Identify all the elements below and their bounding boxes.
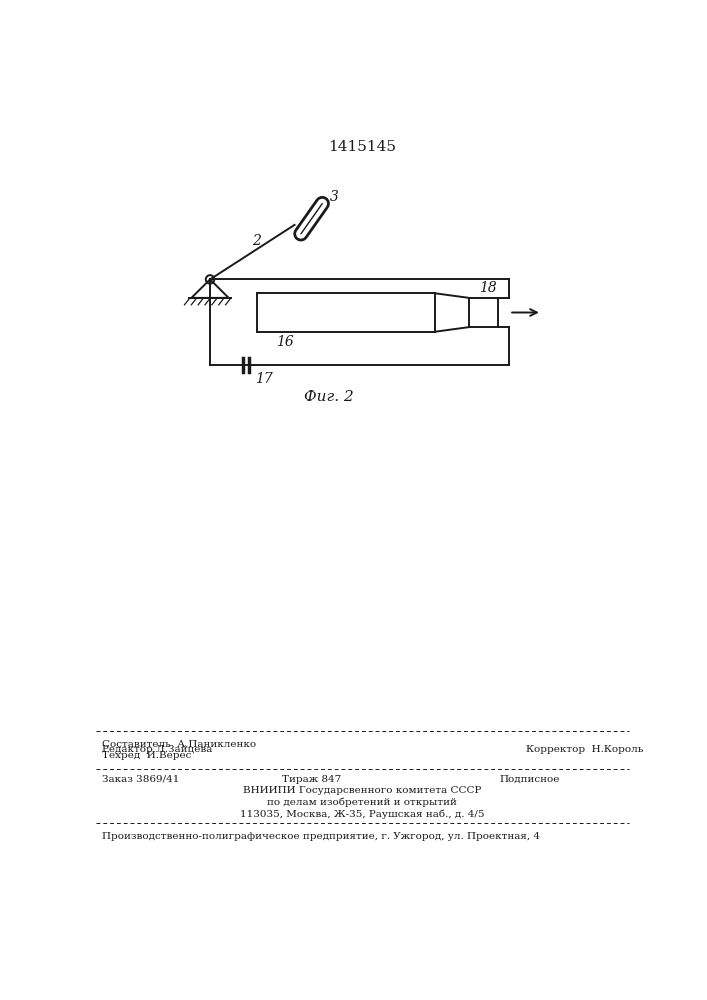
Bar <box>469 298 498 327</box>
Text: 17: 17 <box>255 372 273 386</box>
Text: Корректор  Н.Король: Корректор Н.Король <box>526 745 643 754</box>
Text: Производственно-полиграфическое предприятие, г. Ужгород, ул. Проектная, 4: Производственно-полиграфическое предприя… <box>103 832 540 841</box>
Text: Редактор Л.Зайцева: Редактор Л.Зайцева <box>103 745 213 754</box>
Text: 16: 16 <box>276 335 293 349</box>
Text: Тираж 847: Тираж 847 <box>282 775 341 784</box>
Text: ВНИИПИ Государсвенного комитета СССР: ВНИИПИ Государсвенного комитета СССР <box>243 786 481 795</box>
Text: 113035, Москва, Ж-35, Раушская наб., д. 4/5: 113035, Москва, Ж-35, Раушская наб., д. … <box>240 809 484 819</box>
Text: Фиг. 2: Фиг. 2 <box>304 390 354 404</box>
Text: Заказ 3869/41: Заказ 3869/41 <box>103 775 180 784</box>
Text: 1415145: 1415145 <box>328 140 396 154</box>
Text: 3: 3 <box>330 190 339 204</box>
Text: 18: 18 <box>479 281 496 295</box>
Text: по делам изобретений и открытий: по делам изобретений и открытий <box>267 797 457 807</box>
Bar <box>257 293 435 332</box>
Text: 2: 2 <box>252 234 261 248</box>
Text: Составитель  А.Паникленко: Составитель А.Паникленко <box>103 740 257 749</box>
Text: Техред  И.Верес: Техред И.Верес <box>103 751 192 760</box>
Text: Подписное: Подписное <box>499 775 559 784</box>
